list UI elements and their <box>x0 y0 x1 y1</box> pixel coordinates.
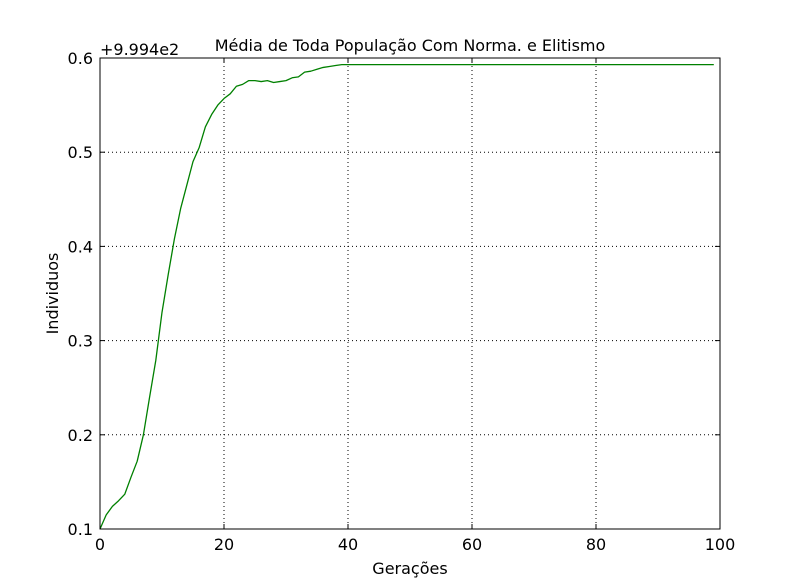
x-axis-label: Gerações <box>372 559 447 578</box>
y-tick-label: 0.3 <box>68 332 93 351</box>
series-layer <box>99 63 714 530</box>
x-tick-label: 80 <box>586 535 606 554</box>
y-axis-offset-label: +9.994e2 <box>100 40 179 59</box>
plot-area-frame <box>99 57 721 530</box>
y-axis-label: Individuos <box>43 253 62 335</box>
y-tick-label: 0.6 <box>68 49 93 68</box>
x-tick-label: 60 <box>462 535 482 554</box>
y-tick-label: 0.1 <box>68 520 93 539</box>
y-tick-label: 0.2 <box>68 426 93 445</box>
y-tick-label: 0.4 <box>68 237 93 256</box>
y-tick-label: 0.5 <box>68 143 93 162</box>
series-line <box>99 63 714 530</box>
grid-lines <box>100 58 720 529</box>
x-tick-label: 20 <box>214 535 234 554</box>
chart-title: Média de Toda População Com Norma. e Eli… <box>215 36 606 55</box>
x-tick-label: 40 <box>338 535 358 554</box>
x-tick-label: 100 <box>705 535 736 554</box>
x-tick-label: 0 <box>95 535 105 554</box>
axis-ticks: 0 20 40 60 80 100 0.1 0.2 0.3 0.4 0.5 0.6 <box>68 49 736 554</box>
